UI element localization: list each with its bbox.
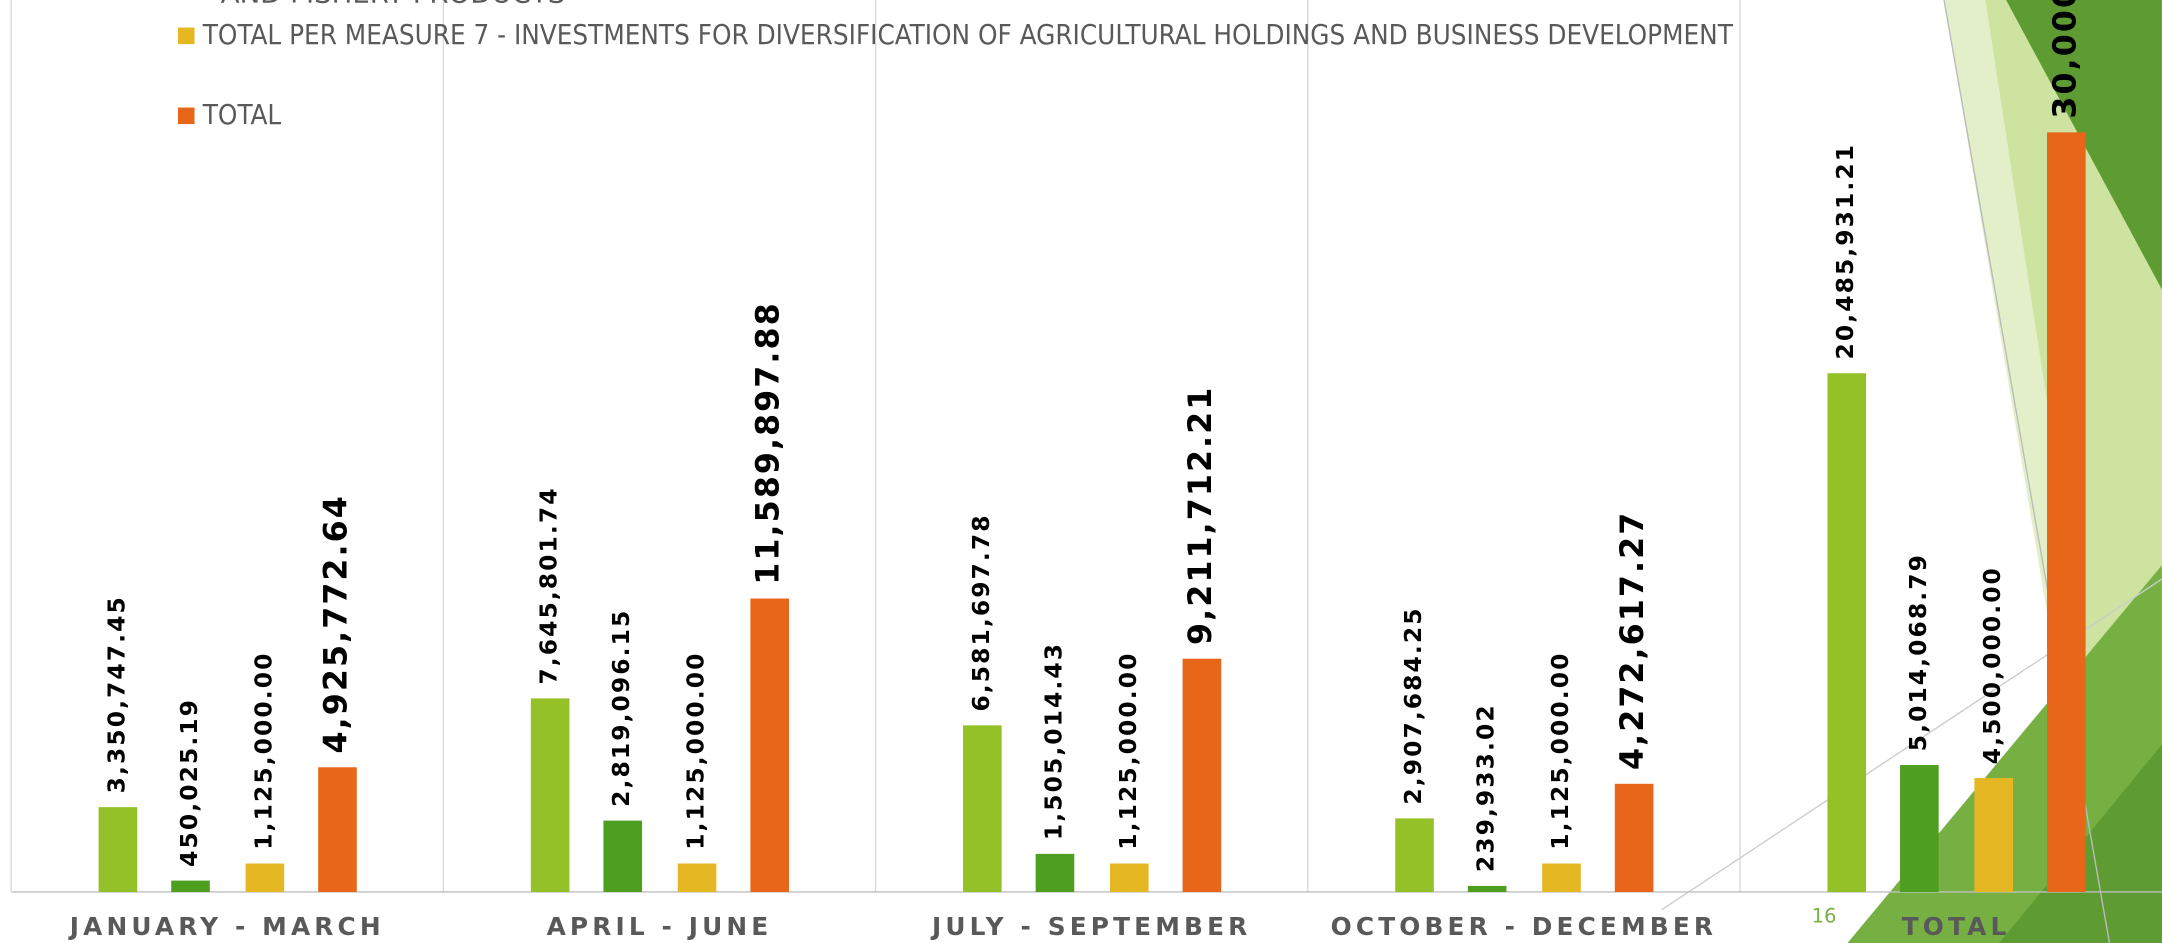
value-label: 3,350,747.45 <box>102 595 130 793</box>
bar <box>318 767 357 892</box>
legend-swatch <box>177 107 195 125</box>
bar <box>677 863 717 892</box>
value-label: 4,500,000.00 <box>1978 566 2006 764</box>
value-label: 9,211,712.21 <box>1183 386 1219 645</box>
bar <box>1395 818 1434 892</box>
bar <box>1467 885 1507 892</box>
value-label: 7,645,801.74 <box>535 486 563 684</box>
bar <box>603 820 643 892</box>
bar <box>750 598 789 892</box>
bar <box>245 863 285 892</box>
value-label: 1,125,000.00 <box>1114 652 1142 850</box>
value-label: 20,485,931.21 <box>1831 143 1859 360</box>
bar <box>1182 658 1222 892</box>
value-label: 239,933.02 <box>1472 703 1500 872</box>
bar <box>1614 783 1654 892</box>
value-label: 4,272,617.27 <box>1615 511 1651 770</box>
value-label: 11,589,897.88 <box>751 301 787 584</box>
legend-label: TOTAL PER MEASURE 7 - INVESTMENTS FOR DI… <box>202 18 1734 51</box>
bar <box>171 880 210 892</box>
bar <box>1827 373 1867 892</box>
x-tick-label: JANUARY - MARCH <box>68 912 385 941</box>
bar <box>2047 132 2086 892</box>
bar <box>963 725 1002 892</box>
slide-number: 16 <box>1812 904 1837 927</box>
bar <box>1900 765 1939 892</box>
x-tick-label: TOTAL <box>1902 912 2011 941</box>
legend-fragment: AND FISHERY PRODUCTS <box>221 0 566 9</box>
value-label: 2,907,684.25 <box>1399 606 1427 804</box>
x-tick-label: APRIL - JUNE <box>547 912 773 941</box>
bar <box>98 807 138 892</box>
bar <box>530 698 570 892</box>
value-label: 2,819,096.15 <box>607 609 635 807</box>
legend-label: TOTAL <box>202 98 282 131</box>
value-label: 4,925,772.64 <box>318 494 354 753</box>
x-tick-label: OCTOBER - DECEMBER <box>1331 912 1717 941</box>
value-label: 1,125,000.00 <box>1546 652 1574 850</box>
bar <box>1109 863 1149 892</box>
value-label: 6,581,697.78 <box>967 513 995 711</box>
legend-swatch <box>177 27 195 45</box>
value-label: 1,125,000.00 <box>682 652 710 850</box>
value-label: 30,000,000.00 <box>2047 0 2083 119</box>
bar <box>1035 853 1075 892</box>
value-label: 1,125,000.00 <box>249 652 277 850</box>
x-tick-label: JULY - SEPTEMBER <box>930 912 1251 941</box>
value-label: 450,025.19 <box>175 698 203 867</box>
bar <box>1542 863 1581 892</box>
value-label: 1,505,014.43 <box>1039 642 1067 840</box>
bar <box>1974 778 2014 892</box>
value-label: 5,014,068.79 <box>1904 553 1932 751</box>
